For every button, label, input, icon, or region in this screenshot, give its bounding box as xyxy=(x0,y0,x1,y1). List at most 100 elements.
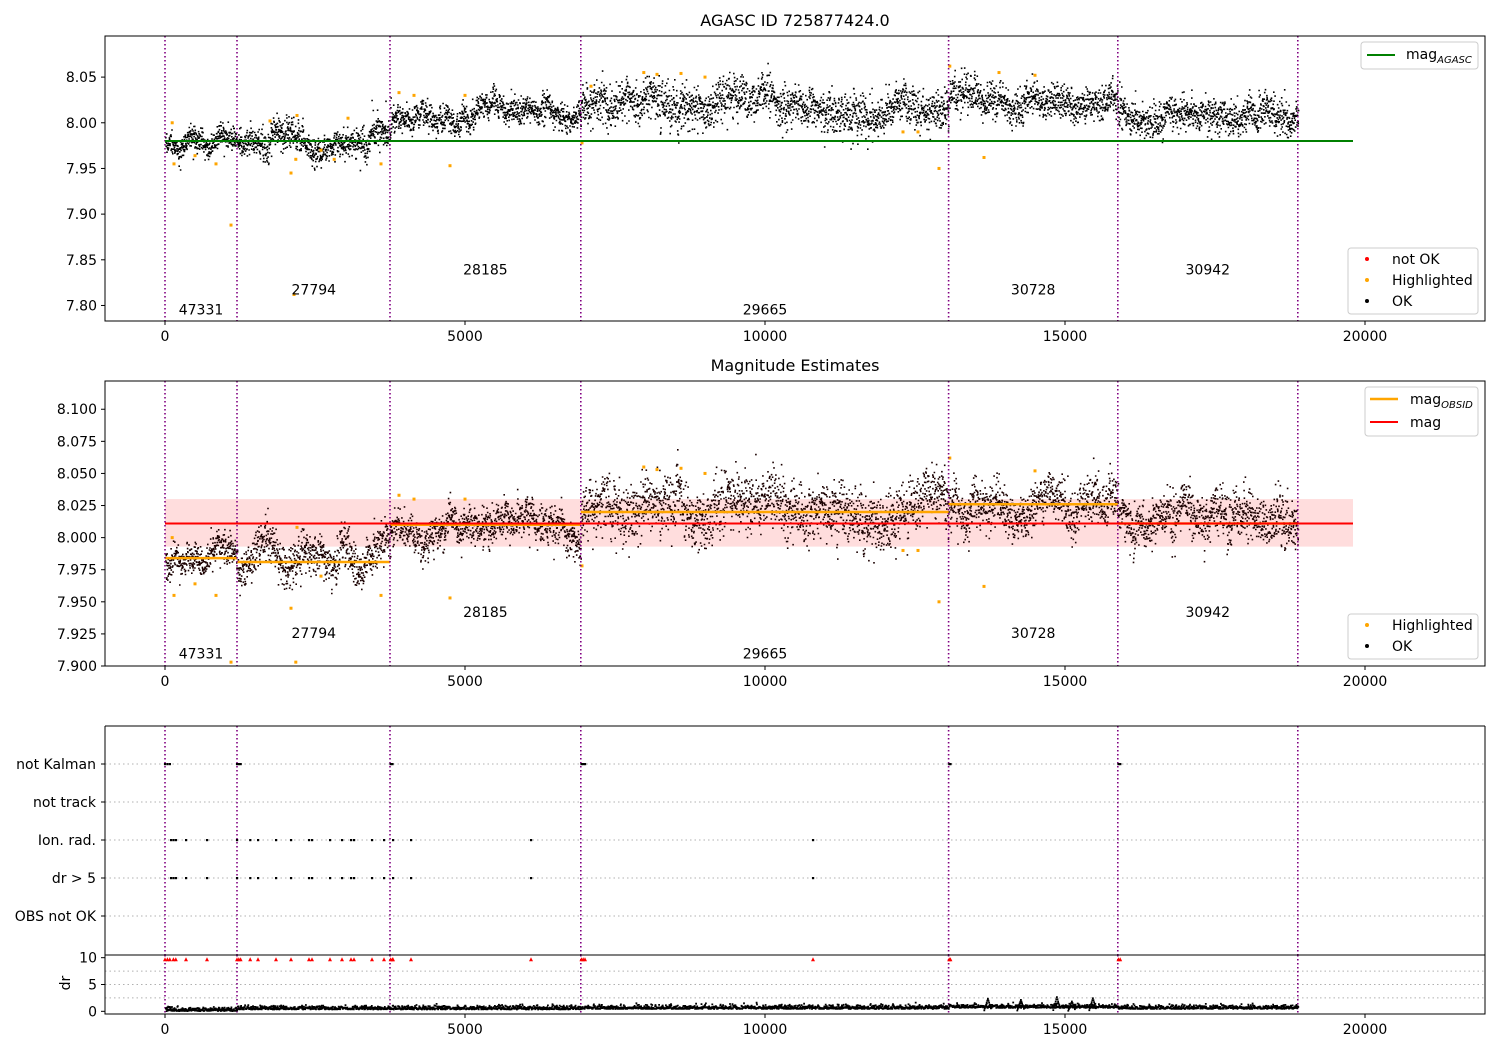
estimates-y-tick-label: 8.050 xyxy=(57,466,97,482)
estimates-upper-legend: magOBSID mag xyxy=(1364,386,1479,437)
legend-ok-swatch-2 xyxy=(1365,644,1369,648)
dr-clipped-marker xyxy=(391,957,395,962)
dr-clipped-marker xyxy=(310,957,314,962)
dr-x-tick-label: 20000 xyxy=(1343,1022,1388,1038)
flag-point xyxy=(410,877,413,880)
flag-point xyxy=(392,839,395,842)
flag-point xyxy=(275,877,278,880)
agasc-highlighted-point xyxy=(703,75,707,79)
flag-point xyxy=(329,877,332,880)
dr-clipped-marker xyxy=(370,957,374,962)
flag-point xyxy=(353,877,356,880)
dr-clipped-marker xyxy=(184,957,188,962)
agasc-x-tick-label: 10000 xyxy=(743,329,788,345)
flag-point xyxy=(383,839,386,842)
agasc-highlighted-point xyxy=(397,91,401,95)
flag-point xyxy=(341,839,344,842)
estimates-y-tick-label: 7.975 xyxy=(57,563,97,579)
estimates-highlighted-point xyxy=(214,593,218,597)
estimates-highlighted-point xyxy=(642,465,646,469)
agasc-highlighted-point xyxy=(292,293,296,297)
estimates-x-ticks: 0 5000 10000 15000 20000 xyxy=(161,666,1387,690)
flag-point xyxy=(410,839,413,842)
flag-point xyxy=(341,877,344,880)
flag-point xyxy=(185,839,188,842)
estimates-obsid-label: 28185 xyxy=(463,605,508,621)
flag-point xyxy=(174,839,177,842)
agasc-highlighted-point xyxy=(332,157,336,161)
estimates-highlighted-point xyxy=(193,582,197,586)
dr-clipped-marker xyxy=(173,957,178,962)
agasc-y-tick-label: 7.95 xyxy=(66,161,97,177)
estimates-highlighted-point xyxy=(379,593,383,597)
estimates-highlighted-point xyxy=(937,600,941,604)
flag-point xyxy=(350,839,353,842)
dr-clipped-marker xyxy=(289,957,293,962)
agasc-highlighted-point xyxy=(193,154,197,158)
agasc-highlighted-point xyxy=(589,84,593,88)
agasc-highlighted-point xyxy=(214,162,218,166)
agasc-obsid-label: 27794 xyxy=(292,283,337,299)
flag-point xyxy=(185,877,188,880)
flag-point xyxy=(812,839,815,842)
flag-category-label: not Kalman xyxy=(16,757,96,773)
agasc-upper-legend: magAGASC xyxy=(1360,41,1479,70)
flag-point xyxy=(584,763,587,766)
agasc-y-tick-label: 8.05 xyxy=(66,70,97,86)
agasc-highlighted-point xyxy=(346,116,350,120)
agasc-x-tick-label: 15000 xyxy=(1043,329,1088,345)
flag-point xyxy=(168,763,171,766)
agasc-x-tick-label: 5000 xyxy=(447,329,483,345)
flag-point xyxy=(170,839,173,842)
agasc-highlighted-point xyxy=(901,130,905,134)
estimates-highlighted-point xyxy=(463,497,467,501)
agasc-x-ticks: 0 5000 10000 15000 20000 xyxy=(161,321,1387,345)
estimates-highlighted-point xyxy=(397,493,401,497)
dr-series xyxy=(165,996,1300,1012)
flag-point xyxy=(391,763,394,766)
dr-clipped-marker xyxy=(409,957,413,962)
estimates-obsid-boundaries xyxy=(164,381,1299,666)
flags-category-labels: not Kalman not track Ion. rad. dr > 5 OBS no… xyxy=(15,757,105,925)
flag-point xyxy=(392,877,395,880)
flag-point xyxy=(236,763,239,766)
flag-point xyxy=(949,763,952,766)
flag-point xyxy=(350,877,353,880)
flag-point xyxy=(308,839,311,842)
dr-clipped-markers xyxy=(163,957,1123,962)
flag-point xyxy=(329,839,332,842)
estimates-y-tick-label: 8.025 xyxy=(57,499,97,515)
estimates-y-ticks: 7.900 7.925 7.950 7.975 8.000 8.025 8.050 8.075… xyxy=(57,402,105,675)
legend-ok-label-2: OK xyxy=(1392,639,1413,655)
estimates-obsid-label: 29665 xyxy=(743,646,788,662)
agasc-axes-frame xyxy=(104,35,1486,322)
flag-point xyxy=(371,839,374,842)
dr-clipped-marker xyxy=(811,957,815,962)
legend-ok-label: OK xyxy=(1392,294,1413,310)
estimates-highlighted-point xyxy=(294,660,298,664)
legend-mag-obsid-label: magOBSID xyxy=(1410,392,1473,411)
dr-clipped-marker xyxy=(382,957,386,962)
estimates-highlighted-point xyxy=(580,564,584,568)
dr-x-tick-label: 0 xyxy=(161,1022,170,1038)
legend-not-ok-swatch xyxy=(1365,257,1369,261)
agasc-highlighted-point xyxy=(295,113,299,117)
flag-point xyxy=(164,763,167,766)
agasc-chart-title: AGASC ID 725877424.0 xyxy=(700,11,889,30)
flag-point xyxy=(249,877,252,880)
legend-ok-swatch xyxy=(1365,299,1369,303)
legend-highlighted-swatch-2 xyxy=(1365,623,1369,627)
estimates-highlighted-point xyxy=(948,456,952,460)
estimates-y-tick-label: 8.100 xyxy=(57,402,97,418)
estimates-obsid-label: 30728 xyxy=(1011,626,1056,642)
flags-gridlines xyxy=(105,763,1485,917)
flag-point xyxy=(174,877,177,880)
agasc-upper-legend-box xyxy=(1360,41,1479,70)
estimates-x-tick-label: 10000 xyxy=(743,674,788,690)
agasc-highlighted-point xyxy=(655,72,659,76)
agasc-highlighted-point xyxy=(948,64,952,68)
agasc-highlighted-point xyxy=(170,121,174,125)
magnitude-estimates-panel: 47331 27794 28185 29665 30728 30942 7.900 7.92… xyxy=(57,356,1486,690)
flag-point xyxy=(389,763,392,766)
estimates-highlighted-point xyxy=(289,606,293,610)
